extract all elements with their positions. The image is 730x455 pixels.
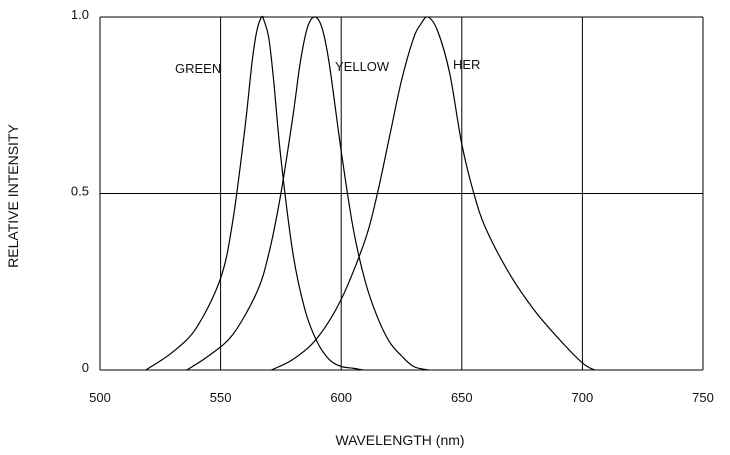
x-tick-label: 650: [451, 390, 473, 405]
series-labels: GREEN YELLOW HER: [175, 57, 480, 76]
x-tick-label: 600: [330, 390, 352, 405]
series-label-green: GREEN: [175, 61, 221, 76]
curves: [145, 15, 595, 371]
x-tick-label: 700: [572, 390, 594, 405]
series-line-green: [145, 15, 364, 371]
series-label-yellow: YELLOW: [335, 59, 390, 74]
x-tick-label: 500: [89, 390, 111, 405]
x-tick-label: 550: [210, 390, 232, 405]
series-line-yellow: [186, 16, 429, 371]
y-axis-title: RELATIVE INTENSITY: [5, 124, 21, 268]
series-label-her: HER: [453, 57, 480, 72]
y-tick-label: 0: [82, 360, 89, 375]
x-axis-title: WAVELENGTH (nm): [335, 432, 464, 448]
grid: [99, 16, 704, 371]
x-tick-label: 750: [692, 390, 714, 405]
series-line-her: [270, 16, 595, 371]
tick-labels: 500 550 600 650 700 750 0 0.5 1.0: [71, 7, 714, 405]
y-tick-label: 0.5: [71, 184, 89, 199]
y-tick-label: 1.0: [71, 7, 89, 22]
